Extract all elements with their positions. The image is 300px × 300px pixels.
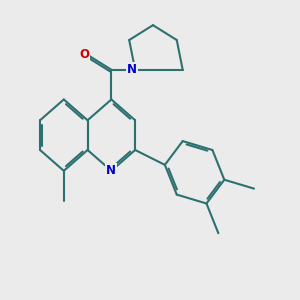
Text: N: N bbox=[106, 164, 116, 177]
Text: N: N bbox=[127, 63, 136, 76]
Text: O: O bbox=[79, 48, 89, 62]
